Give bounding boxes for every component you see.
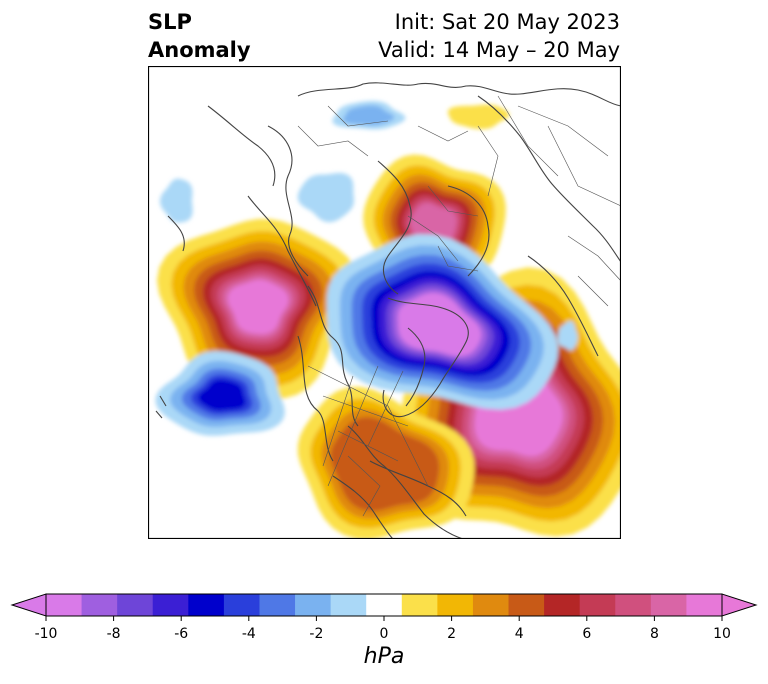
init-date: Init: Sat 20 May 2023: [394, 10, 620, 34]
colorbar-cell: [81, 594, 118, 616]
colorbar-under-arrow: [10, 593, 47, 617]
political-borders: [297, 95, 621, 517]
colorbar-unit-label: hPa: [363, 644, 405, 669]
colorbar-cell: [188, 594, 225, 616]
colorbar-tick-label: 8: [650, 626, 659, 642]
colorbar-cell: [152, 594, 189, 616]
north-pacific-low: [198, 379, 246, 411]
map-frame: [148, 66, 621, 539]
arctic-weak-high: [447, 104, 510, 130]
colorbar-tick-label: 6: [582, 626, 591, 642]
colorbar-cell: [437, 594, 474, 616]
colorbar-cell: [615, 594, 652, 616]
map-subtitle: Init: Sat 20 May 2023 Valid: 14 May – 20…: [378, 8, 620, 64]
colorbar-cell: [223, 594, 260, 616]
colorbar-cell: [544, 594, 581, 616]
greenland-europe-arctic-low: [402, 297, 477, 353]
colorbar-cell: [650, 594, 687, 616]
anomaly-field: [155, 100, 621, 539]
colorbar-cell: [117, 594, 154, 616]
colorbar-tick-label: 0: [380, 626, 389, 642]
gulf-of-alaska-high: [232, 283, 285, 331]
west-pacific-low: [159, 178, 193, 223]
colorbar-cell: [330, 594, 367, 616]
colorbar-cell: [686, 594, 723, 616]
colorbar-tick-label: -2: [309, 626, 323, 642]
colorbar-tick-label: 2: [447, 626, 456, 642]
colorbar-tick-label: -8: [107, 626, 121, 642]
colorbar-tick-label: -10: [35, 626, 58, 642]
colorbar-cell: [295, 594, 332, 616]
colorbar-cell: [401, 594, 438, 616]
east-siberia-low: [343, 105, 395, 126]
arctic-ocean-low: [297, 172, 354, 223]
valid-range: Valid: 14 May – 20 May: [378, 38, 620, 62]
colorbar-tick-label: -4: [242, 626, 256, 642]
slp-anomaly-map: [148, 66, 621, 539]
colorbar-cell: [472, 594, 509, 616]
colorbar: -10 -8 -6 -4 -2 0 2 4 6 8 10: [10, 593, 758, 642]
colorbar-tick-label: 10: [713, 626, 731, 642]
colorbar-tick-label: -6: [174, 626, 188, 642]
colorbar-tick-label: 4: [515, 626, 524, 642]
map-title: SLP Anomaly: [148, 10, 251, 62]
colorbar-cell: [579, 594, 616, 616]
europe-small-low: [557, 320, 578, 351]
colorbar-cell: [508, 594, 545, 616]
colorbar-cell: [259, 594, 296, 616]
colorbar-cell: [366, 594, 403, 616]
colorbar-cell: [46, 594, 82, 616]
colorbar-over-arrow: [721, 593, 758, 617]
